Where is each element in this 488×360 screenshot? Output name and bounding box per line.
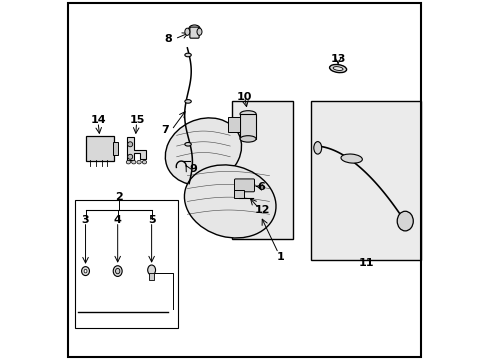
Ellipse shape [188,25,200,33]
Text: 9: 9 [189,164,197,174]
Ellipse shape [113,266,122,276]
Ellipse shape [340,154,362,163]
Polygon shape [242,181,255,190]
Bar [233,190,244,198]
Ellipse shape [184,100,191,103]
Ellipse shape [115,269,120,274]
Ellipse shape [197,28,202,35]
Text: 4: 4 [114,215,122,225]
Bar [240,114,255,139]
Text: 11: 11 [358,258,373,268]
Text: 1: 1 [276,252,284,262]
Ellipse shape [131,160,136,164]
Bar [149,273,153,280]
Ellipse shape [147,265,155,275]
Ellipse shape [184,28,189,35]
Ellipse shape [396,211,412,231]
Ellipse shape [329,64,346,73]
Bar [75,200,178,328]
Ellipse shape [332,67,343,71]
Ellipse shape [165,118,241,185]
Ellipse shape [126,160,130,164]
Polygon shape [126,137,146,160]
Text: 12: 12 [254,205,269,215]
Circle shape [127,142,132,147]
Text: 8: 8 [164,34,172,44]
Ellipse shape [184,143,191,146]
Text: 7: 7 [162,125,169,135]
Ellipse shape [184,165,275,238]
Text: 13: 13 [330,54,345,64]
Ellipse shape [240,136,256,142]
Ellipse shape [313,141,321,154]
Text: 3: 3 [81,215,89,225]
Text: 14: 14 [90,115,105,125]
Text: 10: 10 [236,92,252,102]
Text: 2: 2 [115,192,122,202]
Ellipse shape [184,53,191,57]
Bar [310,102,421,260]
Ellipse shape [84,269,87,273]
FancyBboxPatch shape [189,27,199,38]
Circle shape [127,154,132,159]
FancyBboxPatch shape [234,179,254,192]
Text: 5: 5 [147,215,155,225]
FancyBboxPatch shape [86,136,114,161]
Text: 6: 6 [257,182,264,192]
Ellipse shape [81,267,89,275]
Text: 15: 15 [129,115,145,125]
Bar [231,102,292,239]
Ellipse shape [137,160,141,164]
Ellipse shape [142,160,146,164]
Bar [113,143,118,155]
Ellipse shape [240,111,256,117]
Bar [228,117,240,132]
